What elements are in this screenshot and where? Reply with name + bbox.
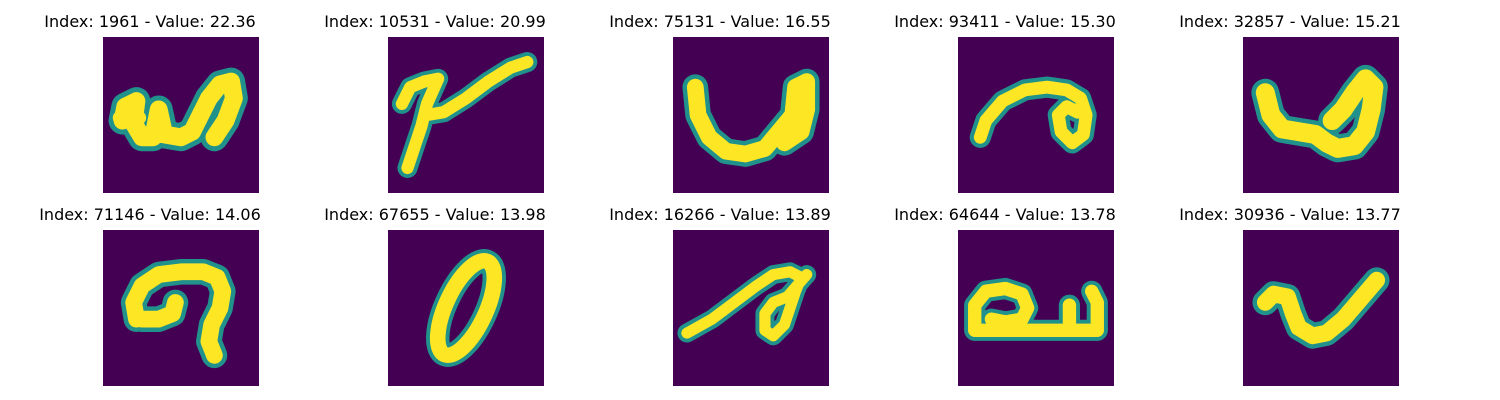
digit-image (958, 230, 1114, 386)
image-cell: Index: 16266 - Value: 13.89 (570, 193, 870, 386)
box-u-shape-glyph (964, 277, 1108, 341)
digit-image (958, 37, 1114, 193)
image-cell: Index: 71146 - Value: 14.06 (0, 193, 300, 386)
u-shape-glyph (682, 68, 820, 167)
image-title: Index: 30936 - Value: 13.77 (1179, 205, 1401, 224)
image-cell: Index: 32857 - Value: 15.21 (1140, 0, 1440, 193)
digit-image (103, 37, 259, 193)
digit-image (103, 230, 259, 386)
image-title: Index: 1961 - Value: 22.36 (44, 12, 256, 31)
w-shape-glyph (108, 67, 248, 152)
image-cell: Index: 10531 - Value: 20.99 (285, 0, 585, 193)
image-title: Index: 64644 - Value: 13.78 (894, 205, 1116, 224)
image-cell: Index: 1961 - Value: 22.36 (0, 0, 300, 193)
digit-image (1243, 230, 1399, 386)
image-title: Index: 16266 - Value: 13.89 (609, 205, 831, 224)
digit-image (673, 230, 829, 386)
hook-shape-glyph (120, 258, 236, 369)
digit-image (388, 37, 544, 193)
u-bold-shape-glyph (1251, 64, 1388, 163)
image-cell: Index: 64644 - Value: 13.78 (855, 193, 1155, 386)
digit-image (1243, 37, 1399, 193)
image-cell: Index: 67655 - Value: 13.98 (285, 193, 585, 386)
digit-image (388, 230, 544, 386)
image-title: Index: 71146 - Value: 14.06 (39, 205, 261, 224)
image-title: Index: 10531 - Value: 20.99 (324, 12, 546, 31)
image-cell: Index: 93411 - Value: 15.30 (855, 0, 1155, 193)
y-shape-glyph (391, 52, 538, 178)
zero-shape-glyph (426, 249, 506, 367)
image-title: Index: 32857 - Value: 15.21 (1179, 12, 1401, 31)
image-title: Index: 67655 - Value: 13.98 (324, 205, 546, 224)
loop-stroke-shape-glyph (677, 262, 817, 346)
image-title: Index: 75131 - Value: 16.55 (609, 12, 831, 31)
check-shape-glyph (1252, 267, 1390, 349)
image-cell: Index: 75131 - Value: 16.55 (570, 0, 870, 193)
a-loop-shape-glyph (969, 76, 1097, 154)
image-title: Index: 93411 - Value: 15.30 (894, 12, 1116, 31)
digit-image (673, 37, 829, 193)
image-cell: Index: 30936 - Value: 13.77 (1140, 193, 1440, 386)
